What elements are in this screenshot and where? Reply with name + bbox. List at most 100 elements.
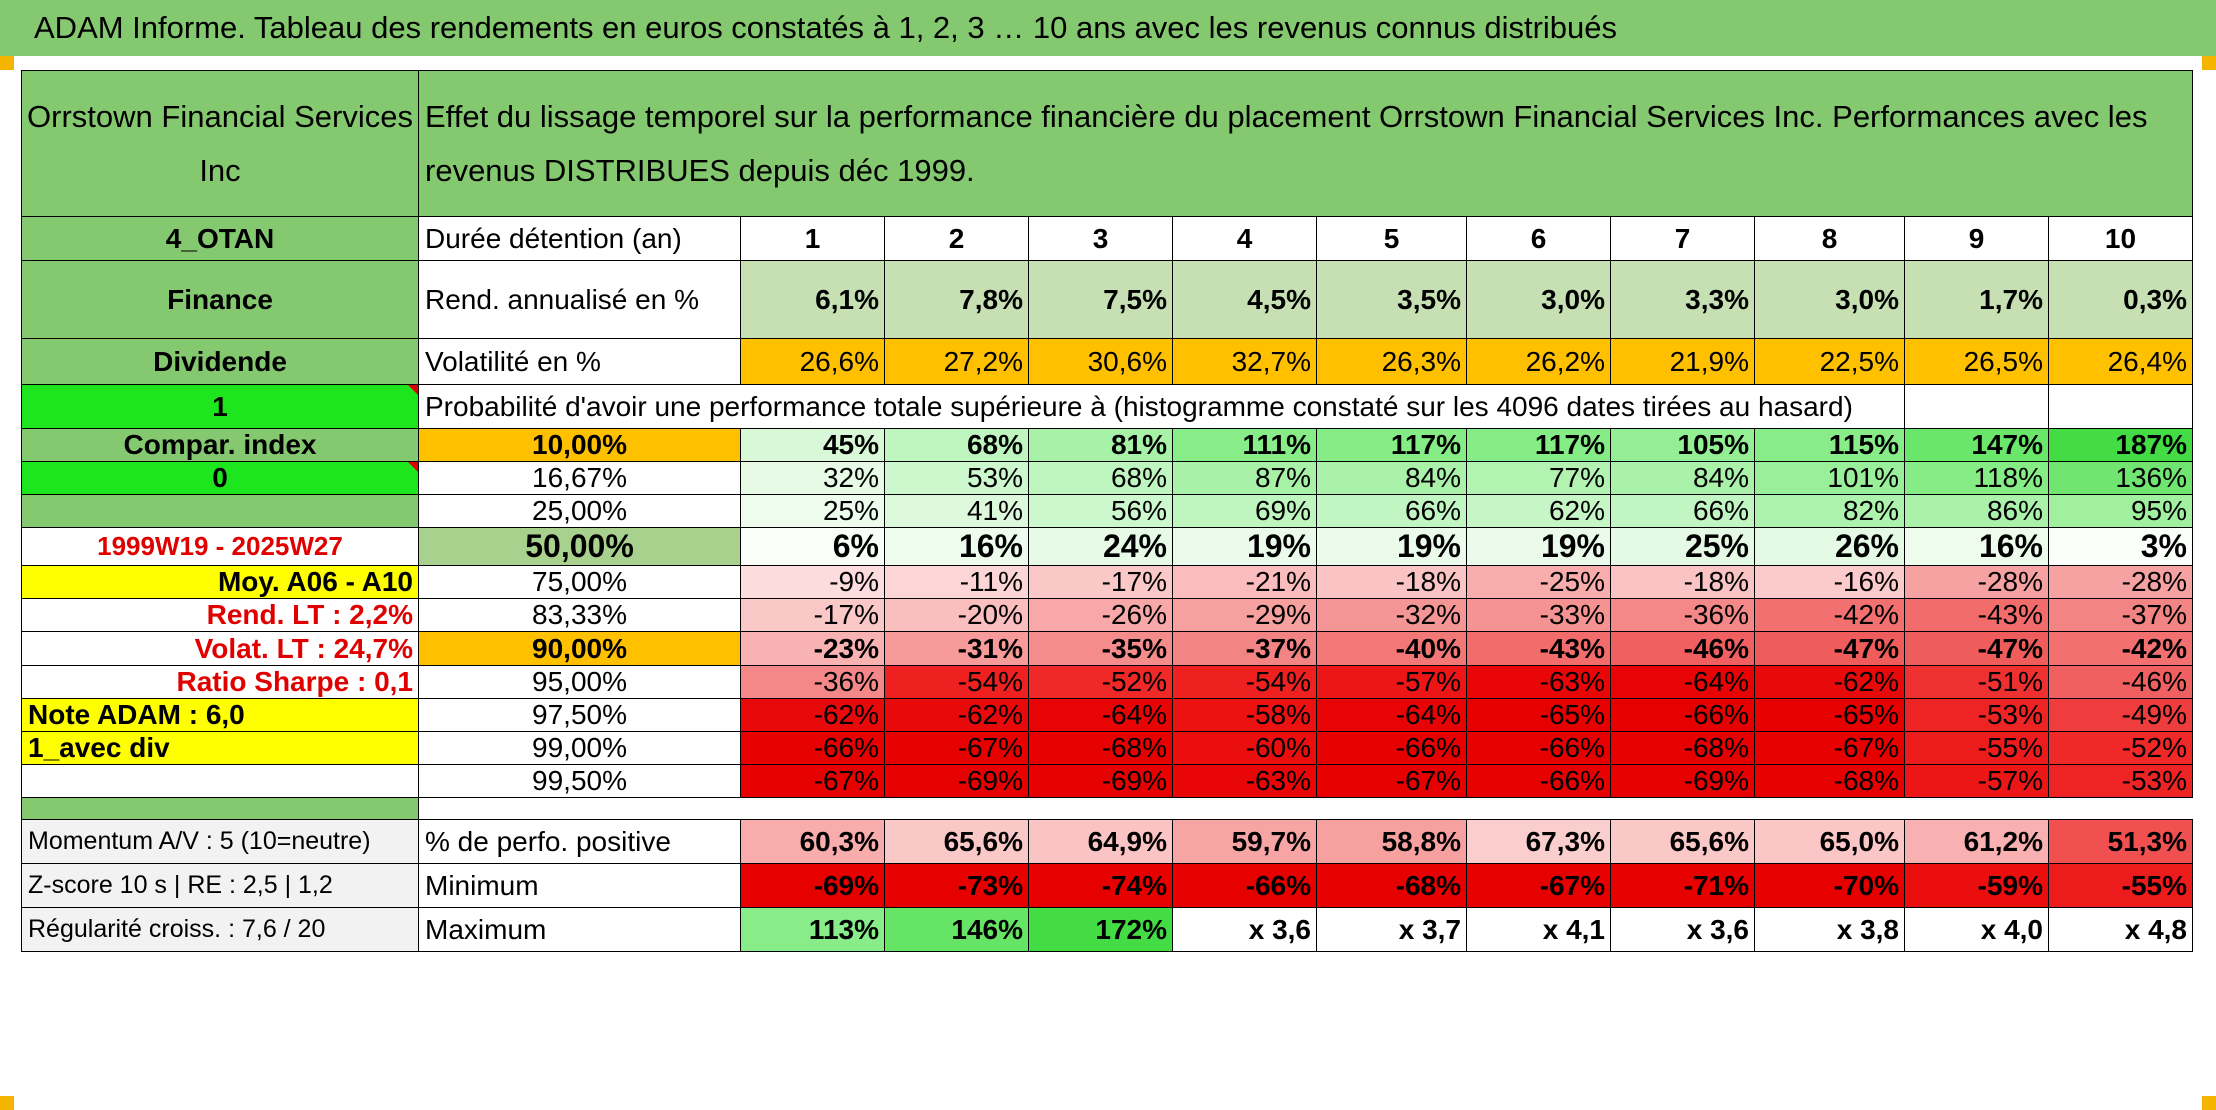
min-value: -70% bbox=[1754, 863, 1905, 908]
year-header: 4 bbox=[1172, 216, 1317, 261]
histogram-value: -11% bbox=[884, 565, 1029, 599]
probability-threshold: 99,00% bbox=[418, 731, 741, 765]
pos-value: 51,3% bbox=[2048, 819, 2193, 864]
flag-cell-0[interactable]: 0 bbox=[21, 461, 419, 495]
company-name: Orrstown Financial Services Inc bbox=[21, 70, 419, 217]
max-value: x 4,0 bbox=[1904, 907, 2049, 952]
rend-value: 3,5% bbox=[1316, 260, 1467, 339]
pos-value: 64,9% bbox=[1028, 819, 1173, 864]
min-value: -69% bbox=[740, 863, 885, 908]
histogram-value: 118% bbox=[1904, 461, 2049, 495]
year-header: 3 bbox=[1028, 216, 1173, 261]
histogram-value: 111% bbox=[1172, 428, 1317, 462]
ratio-sharpe: Ratio Sharpe : 0,1 bbox=[21, 665, 419, 699]
histogram-value: -43% bbox=[1466, 631, 1611, 666]
histogram-value: -28% bbox=[2048, 565, 2193, 599]
histogram-value: 105% bbox=[1610, 428, 1755, 462]
corner-marker bbox=[0, 1096, 14, 1110]
histogram-value: -46% bbox=[2048, 665, 2193, 699]
histogram-value: -43% bbox=[1904, 598, 2049, 632]
year-header: 10 bbox=[2048, 216, 2193, 261]
max-value: x 3,8 bbox=[1754, 907, 1905, 952]
histogram-value: 32% bbox=[740, 461, 885, 495]
histogram-value: -53% bbox=[2048, 764, 2193, 798]
histogram-value: 117% bbox=[1316, 428, 1467, 462]
histogram-value: -54% bbox=[1172, 665, 1317, 699]
histogram-value: -37% bbox=[2048, 598, 2193, 632]
vol-value: 21,9% bbox=[1610, 338, 1755, 385]
histogram-value: -66% bbox=[1610, 698, 1755, 732]
min-value: -71% bbox=[1610, 863, 1755, 908]
histogram-value: 86% bbox=[1904, 494, 2049, 528]
histogram-value: -68% bbox=[1610, 731, 1755, 765]
max-value: x 4,8 bbox=[2048, 907, 2193, 952]
min-value: -67% bbox=[1466, 863, 1611, 908]
histogram-value: -37% bbox=[1172, 631, 1317, 666]
histogram-value: 77% bbox=[1466, 461, 1611, 495]
momentum-label: Momentum A/V : 5 (10=neutre) bbox=[21, 819, 419, 864]
histogram-value: -26% bbox=[1028, 598, 1173, 632]
probability-threshold: 97,50% bbox=[418, 698, 741, 732]
probability-threshold: 83,33% bbox=[418, 598, 741, 632]
year-header: 5 bbox=[1316, 216, 1467, 261]
histogram-value: -35% bbox=[1028, 631, 1173, 666]
corner-marker bbox=[2202, 56, 2216, 70]
histogram-value: -47% bbox=[1754, 631, 1905, 666]
histogram-value: 84% bbox=[1316, 461, 1467, 495]
histogram-value: -17% bbox=[740, 598, 885, 632]
histogram-value: 66% bbox=[1316, 494, 1467, 528]
histogram-value: -36% bbox=[1610, 598, 1755, 632]
histogram-value: -18% bbox=[1316, 565, 1467, 599]
empty-cell bbox=[1904, 384, 2049, 429]
flag-cell-1[interactable]: 1 bbox=[21, 384, 419, 429]
rend-value: 6,1% bbox=[740, 260, 885, 339]
vol-value: 26,4% bbox=[2048, 338, 2193, 385]
performance-table: Orrstown Financial Services Inc Effet du… bbox=[21, 70, 2193, 952]
note-adam: Note ADAM : 6,0 bbox=[21, 698, 419, 732]
spacer-cell bbox=[418, 797, 2193, 820]
histogram-value: -62% bbox=[740, 698, 885, 732]
histogram-value: -52% bbox=[1028, 665, 1173, 699]
year-header: 6 bbox=[1466, 216, 1611, 261]
max-value: x 3,6 bbox=[1610, 907, 1755, 952]
histogram-value: 6% bbox=[740, 527, 885, 566]
rend-value: 3,0% bbox=[1466, 260, 1611, 339]
year-header: 2 bbox=[884, 216, 1029, 261]
histogram-value: -62% bbox=[1754, 665, 1905, 699]
histogram-value: 68% bbox=[1028, 461, 1173, 495]
min-row-label: Minimum bbox=[418, 863, 741, 908]
rend-value: 7,8% bbox=[884, 260, 1029, 339]
min-value: -55% bbox=[2048, 863, 2193, 908]
histogram-value: 82% bbox=[1754, 494, 1905, 528]
vol-label: Volatilité en % bbox=[418, 338, 741, 385]
histogram-value: -64% bbox=[1028, 698, 1173, 732]
histogram-value: -42% bbox=[1754, 598, 1905, 632]
max-value: 172% bbox=[1028, 907, 1173, 952]
vol-value: 26,6% bbox=[740, 338, 885, 385]
histogram-value: 84% bbox=[1610, 461, 1755, 495]
histogram-value: -20% bbox=[884, 598, 1029, 632]
histogram-value: -31% bbox=[884, 631, 1029, 666]
histogram-value: -46% bbox=[1610, 631, 1755, 666]
histogram-value: 41% bbox=[884, 494, 1029, 528]
histogram-value: -47% bbox=[1904, 631, 2049, 666]
compar-index-label: Compar. index bbox=[21, 428, 419, 462]
vol-value: 22,5% bbox=[1754, 338, 1905, 385]
empty-left-cell bbox=[21, 764, 419, 798]
histogram-value: 68% bbox=[884, 428, 1029, 462]
histogram-value: -69% bbox=[1028, 764, 1173, 798]
histogram-value: -63% bbox=[1466, 665, 1611, 699]
histogram-value: -21% bbox=[1172, 565, 1317, 599]
probability-threshold: 90,00% bbox=[418, 631, 741, 666]
histogram-value: -65% bbox=[1466, 698, 1611, 732]
vol-value: 30,6% bbox=[1028, 338, 1173, 385]
year-header: 8 bbox=[1754, 216, 1905, 261]
vol-value: 26,2% bbox=[1466, 338, 1611, 385]
histogram-value: -29% bbox=[1172, 598, 1317, 632]
histogram-value: 136% bbox=[2048, 461, 2193, 495]
histogram-value: 62% bbox=[1466, 494, 1611, 528]
probability-threshold: 10,00% bbox=[418, 428, 741, 462]
histogram-value: -49% bbox=[2048, 698, 2193, 732]
dividend-label: Dividende bbox=[21, 338, 419, 385]
histogram-value: 101% bbox=[1754, 461, 1905, 495]
